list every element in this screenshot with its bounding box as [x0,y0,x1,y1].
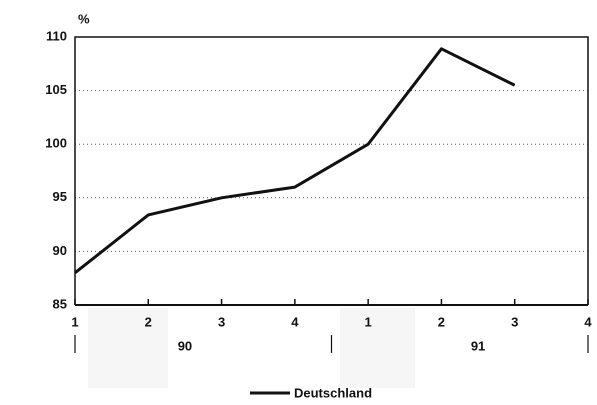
y-unit: % [78,11,90,26]
line-series [74,47,516,275]
group-label: 91 [471,338,485,353]
y-tick-label: 85 [53,296,67,311]
group-label: 90 [178,338,192,353]
x-tick-label: 1 [365,314,372,329]
x-tick-label: 4 [291,314,299,329]
y-tick-label: 105 [45,82,67,97]
y-tick-label: 90 [53,243,67,258]
legend-label: Deutschland [294,385,372,400]
x-tick-label: 2 [438,314,445,329]
y-tick-label: 100 [45,136,67,151]
x-tick-label: 2 [145,314,152,329]
band [340,308,415,388]
y-tick-label: 95 [53,189,67,204]
x-tick-label: 3 [218,314,225,329]
x-tick-label: 3 [511,314,518,329]
x-tick-label: 4 [584,314,592,329]
band [88,308,168,388]
y-tick-label: 110 [46,28,67,43]
plot-frame [74,36,589,305]
x-tick-label: 1 [71,314,78,329]
